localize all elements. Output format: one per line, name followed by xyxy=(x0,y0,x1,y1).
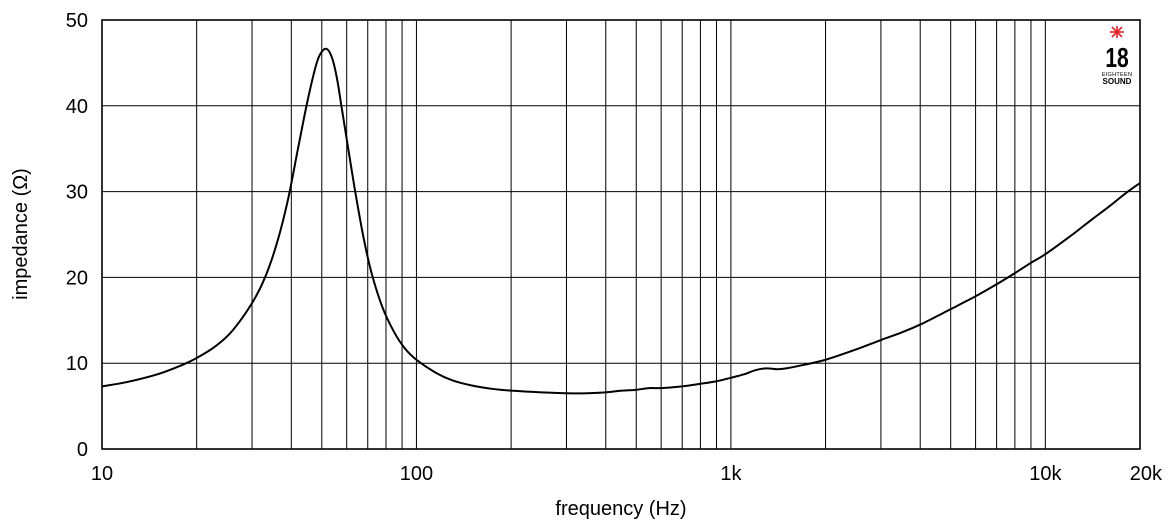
logo-line2: SOUND xyxy=(1103,77,1132,86)
impedance-curve xyxy=(101,47,1141,395)
x-tick-labels: 10 100 1k 10k 20k xyxy=(91,463,1163,485)
x-tick-label: 10k xyxy=(1029,463,1062,485)
y-tick-labels: 0 10 20 30 40 50 xyxy=(66,10,88,461)
y-tick-label: 30 xyxy=(66,182,88,204)
x-tick-label: 20k xyxy=(1130,463,1163,485)
plot-area-frame xyxy=(101,19,1141,450)
y-tick-label: 50 xyxy=(66,10,88,32)
x-axis-title: frequency (Hz) xyxy=(555,498,686,520)
red-star-icon xyxy=(1110,26,1124,38)
x-tick-label: 1k xyxy=(720,463,742,485)
x-tick-label: 100 xyxy=(400,463,433,485)
y-axis-title: impedance (Ω) xyxy=(10,168,32,300)
logo-number: 18 xyxy=(1105,43,1128,74)
y-tick-label: 10 xyxy=(66,353,88,375)
y-tick-label: 40 xyxy=(66,96,88,118)
y-tick-label: 20 xyxy=(66,267,88,289)
eighteen-sound-logo: 18 EIGHTEEN SOUND xyxy=(1102,26,1133,86)
logo-line1: EIGHTEEN xyxy=(1102,72,1133,78)
x-tick-label: 10 xyxy=(91,463,113,485)
y-tick-label: 0 xyxy=(77,439,88,461)
grid xyxy=(101,19,1141,450)
